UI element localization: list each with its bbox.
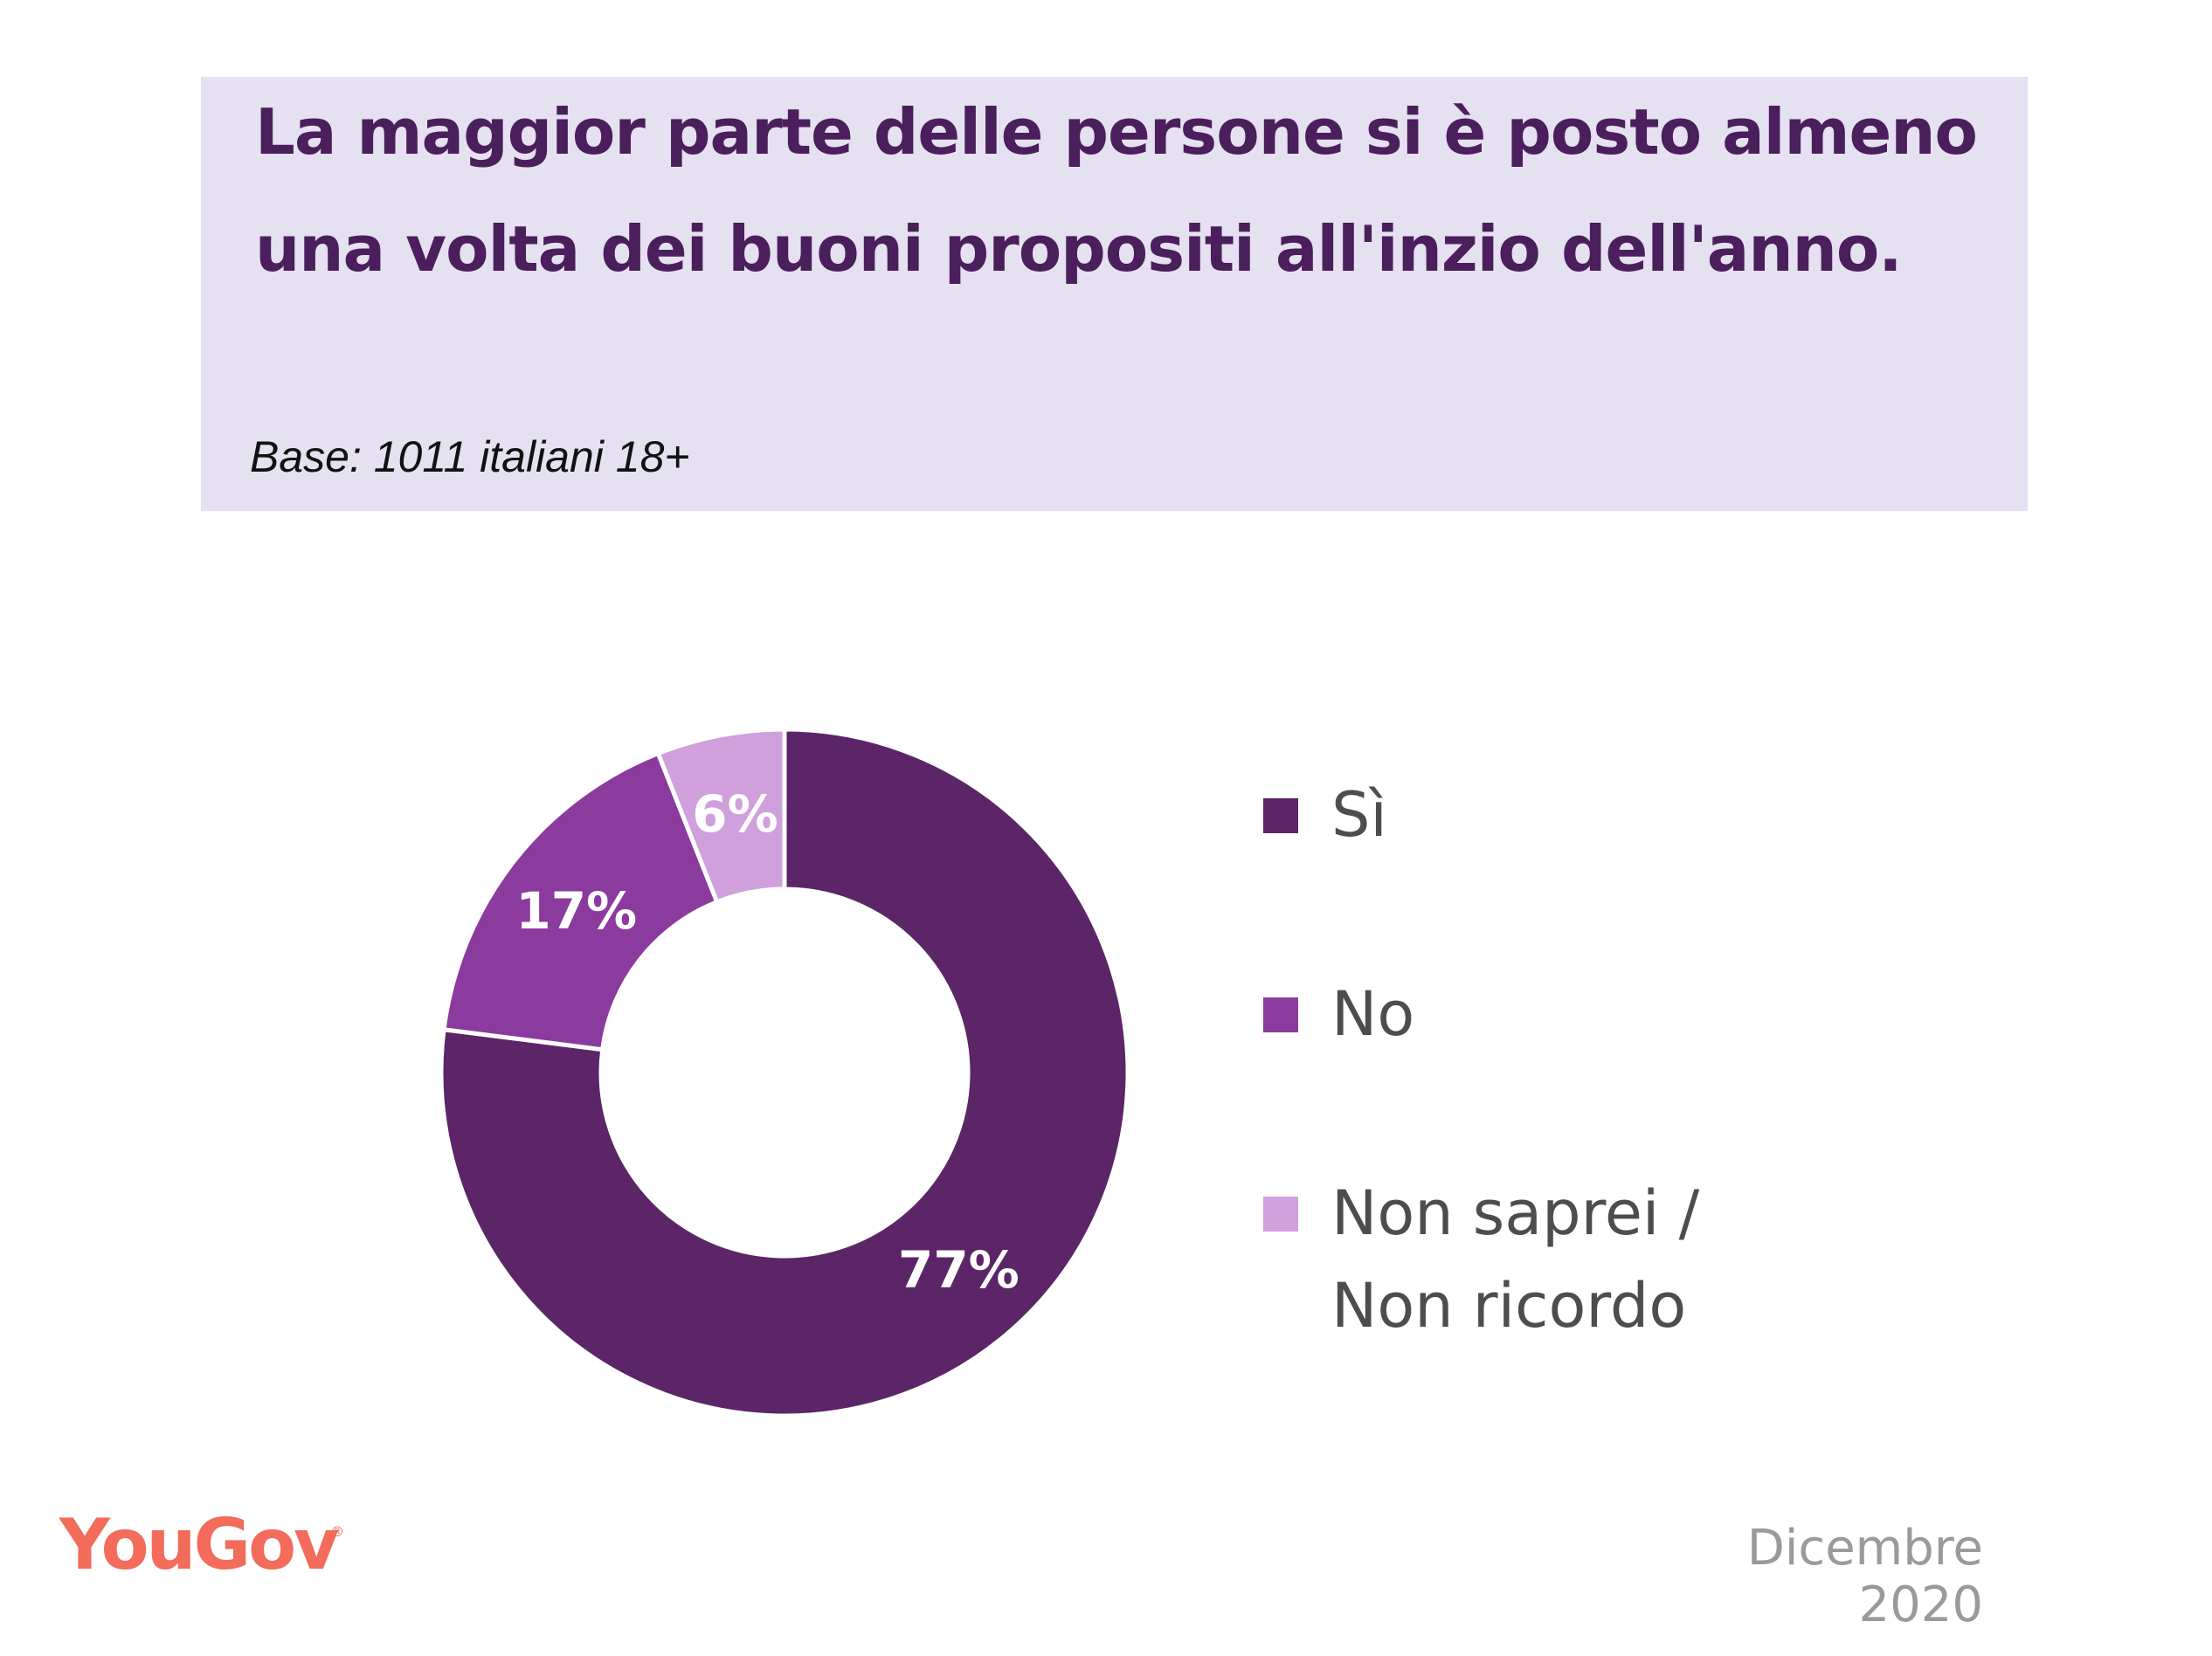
legend-swatch-si [1263, 798, 1298, 833]
chart-subtitle: Base: 1011 italiani 18+ [250, 432, 690, 481]
registered-mark: ® [330, 1523, 344, 1540]
legend-item-no: No [1263, 968, 1821, 1060]
header-panel [201, 77, 2028, 511]
legend-label-no: No [1331, 978, 1415, 1050]
legend-label-si: Sì [1331, 779, 1387, 851]
donut-slice-1 [439, 727, 1130, 1418]
legend-item-si: Sì [1263, 769, 1821, 861]
donut-slice-2 [441, 750, 720, 1052]
donut-slice-labels: 77% 17% 6% [515, 784, 1019, 1300]
donut-slices [439, 727, 1130, 1418]
slice-value-label-2: 17% [515, 881, 637, 941]
legend-label-non-saprei: Non saprei / Non ricordo [1331, 1177, 1700, 1342]
survey-date: Dicembre 2020 [1746, 1520, 1983, 1633]
chart-title: La maggior parte delle persone si è post… [255, 95, 1978, 286]
legend-item-non-saprei: Non saprei / Non ricordo [1263, 1167, 1821, 1352]
donut-slice-3 [655, 727, 787, 905]
yougov-logo: YouGov [59, 1504, 339, 1585]
slice-value-label-3: 6% [692, 784, 778, 844]
slice-value-label-1: 77% [898, 1240, 1020, 1300]
legend-swatch-non-saprei [1263, 1197, 1298, 1232]
legend-swatch-no [1263, 997, 1298, 1032]
